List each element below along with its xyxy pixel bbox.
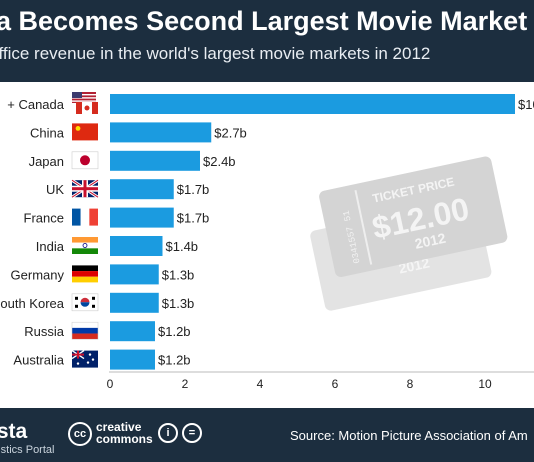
chart-subtitle: office revenue in the world's largest mo… <box>0 44 431 63</box>
flag-icon-au <box>71 350 98 368</box>
statista-tagline: tatistics Portal <box>0 444 55 456</box>
ticket-year: 2012 <box>413 230 447 252</box>
creative-commons-icon[interactable]: cc <box>68 422 92 446</box>
flag-icon-jp <box>71 151 99 170</box>
category-label: France <box>24 211 64 226</box>
cc-text-line1: creative <box>96 420 142 434</box>
value-label: $1.3b <box>162 296 195 311</box>
category-label: UK <box>46 182 64 197</box>
flag-icon-kr <box>71 293 99 312</box>
value-label: $1.2b <box>158 353 191 368</box>
footer: tista tatistics Portal cc creative commo… <box>0 408 534 462</box>
statista-logo[interactable]: tista <box>0 420 28 443</box>
category-labels: + Canada China Japan UK France India Germany ou… <box>0 97 64 368</box>
category-label: China <box>30 125 65 140</box>
bar-chart: 2012 0341557 51 TICKET PRICE $12.00 2012… <box>0 92 534 391</box>
bar-2 <box>110 150 200 171</box>
x-tick-label: 2 <box>182 377 189 391</box>
bar-5 <box>110 236 163 256</box>
flag-icon-us-ca <box>72 92 98 114</box>
value-labels: $10 $2.7b $2.4b $1.7b $1.7b $1.4b $1.3b $1.3b $1… <box>158 97 534 368</box>
bar-0 <box>110 94 515 114</box>
flag-icon-ru <box>71 321 99 340</box>
cc-text-line2: commons <box>96 432 153 446</box>
x-axis-ticks: 0 2 4 6 8 10 <box>107 377 492 391</box>
flag-icon-cn <box>72 123 98 141</box>
x-tick-label: 10 <box>478 377 492 391</box>
category-label: Germany <box>11 267 65 282</box>
bar-4 <box>110 207 174 228</box>
value-label: $1.7b <box>177 211 210 226</box>
value-label: $1.2b <box>158 324 191 339</box>
category-label: Japan <box>29 154 64 169</box>
ticket-front-shape <box>319 156 508 277</box>
source-note: Source: Motion Picture Association of Am <box>290 428 528 443</box>
x-tick-label: 6 <box>332 377 339 391</box>
flag-icon-in <box>72 237 98 254</box>
ticket-illustration: 2012 0341557 51 TICKET PRICE $12.00 2012 <box>310 156 508 311</box>
chart-title: ina Becomes Second Largest Movie Market <box>0 6 528 36</box>
bar-series <box>110 94 515 370</box>
value-label: $2.4b <box>203 154 236 169</box>
creative-commons-label[interactable]: creative commons <box>96 421 153 445</box>
header: ina Becomes Second Largest Movie Market … <box>0 0 534 82</box>
flag-icon-fr <box>72 208 98 226</box>
bar-8 <box>110 321 155 342</box>
bar-1 <box>110 122 212 143</box>
category-label: + Canada <box>7 97 65 112</box>
bar-7 <box>110 292 159 313</box>
value-label: $2.7b <box>214 125 247 140</box>
x-tick-label: 0 <box>107 377 114 391</box>
category-label: outh Korea <box>0 296 64 311</box>
bar-3 <box>110 179 174 200</box>
bar-6 <box>110 264 159 285</box>
bar-9 <box>110 349 155 370</box>
cc-no-derivatives-icon[interactable]: = <box>182 423 202 443</box>
category-label: Australia <box>13 353 64 368</box>
value-label: $10 <box>518 97 534 112</box>
category-label: Russia <box>24 324 65 339</box>
category-label: India <box>36 239 65 254</box>
x-tick-label: 8 <box>407 377 414 391</box>
flag-icon-gb <box>71 178 99 199</box>
flag-column <box>71 92 99 368</box>
cc-attribution-icon[interactable]: i <box>158 423 178 443</box>
value-label: $1.7b <box>177 182 210 197</box>
flag-icon-de <box>72 265 98 283</box>
ticket-stub-line <box>354 189 373 265</box>
value-label: $1.4b <box>166 239 199 254</box>
x-tick-label: 4 <box>257 377 264 391</box>
value-label: $1.3b <box>162 267 195 282</box>
